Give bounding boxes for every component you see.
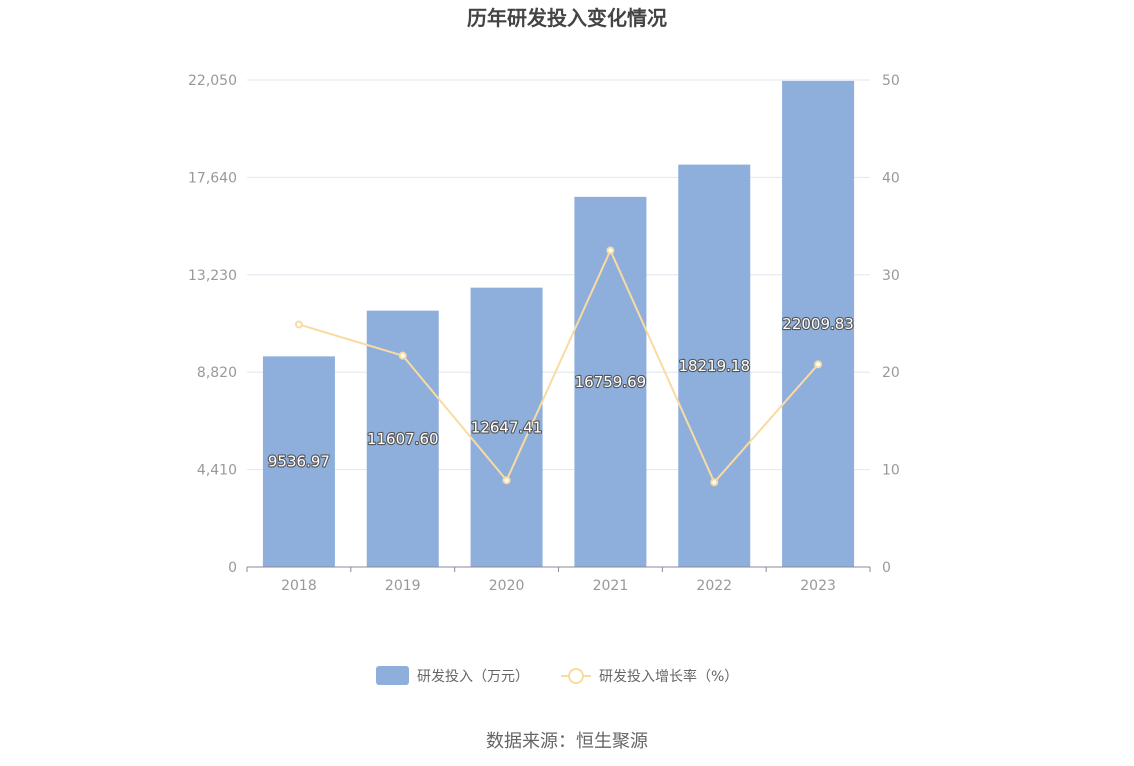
growth-point[interactable] [398, 351, 407, 360]
y-left-tick-label: 4,410 [197, 463, 237, 479]
y-left-tick-label: 8,820 [197, 365, 237, 381]
bar[interactable] [782, 80, 855, 567]
x-tick-label: 2022 [696, 578, 732, 594]
x-tick-label: 2018 [281, 578, 317, 594]
bar[interactable] [678, 164, 751, 567]
growth-point[interactable] [814, 360, 823, 369]
y-right-tick-label: 50 [882, 73, 900, 89]
growth-point[interactable] [294, 320, 303, 329]
y-right-tick-label: 30 [882, 268, 900, 284]
grid-lines [247, 79, 870, 471]
x-tick-label: 2019 [385, 578, 421, 594]
growth-line [298, 248, 819, 485]
bar-labels: 9536.97 11607.60 12647.41 16759.69 18219.18 2… [267, 314, 855, 472]
legend-swatch-marker [568, 668, 584, 684]
bar[interactable] [262, 356, 335, 567]
chart-title: 历年研发投入变化情况 [467, 6, 667, 30]
y-right-tick-label: 10 [882, 463, 900, 479]
x-tick-label: 2020 [489, 578, 525, 594]
growth-point[interactable] [502, 476, 511, 485]
growth-point[interactable] [606, 246, 615, 255]
bar-data-label: 22009.83 [782, 315, 854, 333]
y-right-tick-label: 40 [882, 170, 900, 186]
legend-swatch-bar [376, 666, 409, 685]
line-series [294, 246, 823, 487]
bar-data-label: 11607.60 [367, 430, 439, 448]
bar-data-label: 16759.69 [575, 373, 647, 391]
bar-data-label: 9536.97 [268, 453, 330, 471]
y-left-tick-label: 22,050 [188, 73, 237, 89]
legend-label-line: 研发投入增长率（%） [599, 668, 738, 685]
data-source: 数据来源：恒生聚源 [486, 731, 648, 752]
y-left-tick-label: 17,640 [188, 170, 237, 186]
growth-point[interactable] [710, 478, 719, 487]
legend-label-bar: 研发投入（万元） [417, 669, 529, 685]
y-right-tick-label: 20 [882, 365, 900, 381]
axes: 0 0 4,410 10 8,820 20 13,230 30 17,640 40 22,050 50… [188, 73, 900, 594]
x-tick-label: 2021 [593, 578, 629, 594]
y-left-tick-label: 13,230 [188, 268, 237, 284]
x-tick-label: 2023 [800, 578, 836, 594]
legend[interactable]: 研发投入（万元） 研发投入增长率（%） [376, 666, 738, 685]
bar[interactable] [574, 196, 647, 567]
y-right-tick-label: 0 [882, 560, 891, 576]
bar-series [262, 80, 855, 567]
bar-data-label: 12647.41 [471, 418, 543, 436]
bar-data-label: 18219.18 [678, 357, 750, 375]
y-left-tick-label: 0 [228, 560, 237, 576]
